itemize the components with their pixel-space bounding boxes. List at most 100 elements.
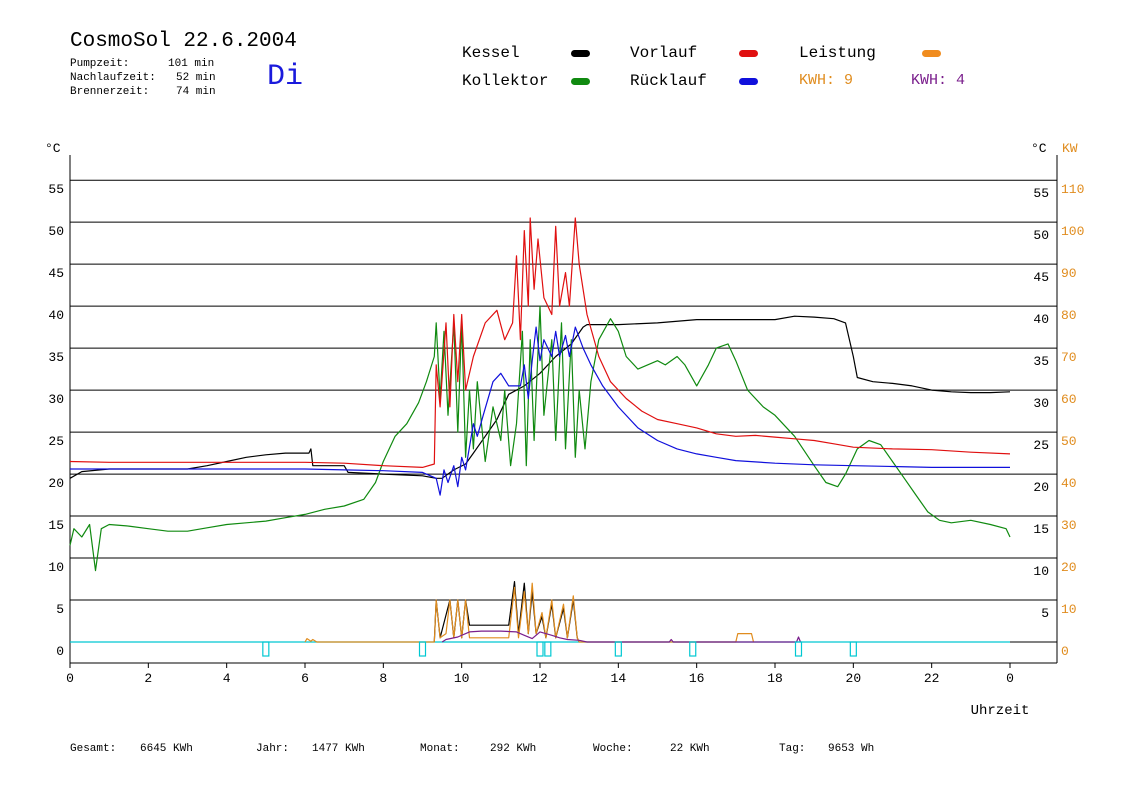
y-power-tick-label: 70 bbox=[1061, 350, 1077, 365]
y-power-tick-label: 90 bbox=[1061, 266, 1077, 281]
x-tick-label: 2 bbox=[144, 671, 152, 686]
kwh-solar-value: KWH: 9 bbox=[799, 72, 854, 89]
y-left-tick-label: 55 bbox=[48, 182, 64, 197]
x-tick-label: 20 bbox=[846, 671, 862, 686]
y-right-tick-label: 5 bbox=[1041, 606, 1049, 621]
y-right-tick-label: 55 bbox=[1033, 186, 1049, 201]
legend-ruecklauf-swatch bbox=[739, 78, 758, 85]
y-right-tick-label: 35 bbox=[1033, 354, 1049, 369]
pump-marker bbox=[544, 641, 552, 657]
y-right-tick-label: 20 bbox=[1033, 480, 1049, 495]
total-energy-label: Gesamt: bbox=[70, 743, 117, 755]
x-tick-label: 16 bbox=[689, 671, 705, 686]
pump-time-label: Pumpzeit: bbox=[70, 58, 130, 70]
total-energy-value: 6645 KWh bbox=[140, 743, 193, 755]
legend-leistung-label: Leistung bbox=[799, 44, 876, 62]
y-power-tick-label: 30 bbox=[1061, 518, 1077, 533]
pump-time-value: 101 min bbox=[168, 58, 215, 70]
y-left-tick-label: 15 bbox=[48, 518, 64, 533]
y-power-tick-label: 50 bbox=[1061, 434, 1077, 449]
month-energy-value: 292 KWh bbox=[490, 743, 537, 755]
pump-marker bbox=[689, 641, 697, 657]
week-energy-value: 22 KWh bbox=[670, 743, 710, 755]
y-left-tick-label: 50 bbox=[48, 224, 64, 239]
y-right-tick-label: 30 bbox=[1033, 396, 1049, 411]
legend-leistung-swatch bbox=[922, 50, 941, 57]
pump-marker bbox=[262, 641, 270, 657]
series-leistung-kollektor-line bbox=[441, 630, 802, 643]
series-kessel-line bbox=[69, 315, 1011, 479]
y-left-tick-label: 40 bbox=[48, 308, 64, 323]
y-power-tick-label: 20 bbox=[1061, 560, 1077, 575]
x-tick-label: 18 bbox=[767, 671, 783, 686]
legend-vorlauf-label: Vorlauf bbox=[630, 44, 698, 62]
burner-time-label: Brennerzeit: bbox=[70, 86, 150, 98]
x-tick-label: 0 bbox=[66, 671, 74, 686]
y-right-tick-label: 15 bbox=[1033, 522, 1049, 537]
x-tick-label: 12 bbox=[532, 671, 548, 686]
x-tick-label: 0 bbox=[1006, 671, 1014, 686]
x-tick-label: 14 bbox=[611, 671, 627, 686]
y-power-tick-label: 100 bbox=[1061, 224, 1084, 239]
y-power-tick-label: 0 bbox=[1061, 644, 1069, 659]
legend-ruecklauf-label: Rücklauf bbox=[630, 72, 707, 90]
legend-kessel-swatch bbox=[571, 50, 590, 57]
series-leistung-line bbox=[304, 582, 755, 643]
chart-title: CosmoSol 22.6.2004 bbox=[70, 30, 297, 53]
y-right-tick-label: 25 bbox=[1033, 438, 1049, 453]
chart-series bbox=[69, 217, 1011, 657]
afterrun-time-label: Nachlaufzeit: bbox=[70, 72, 156, 84]
y-left-tick-label: 10 bbox=[48, 560, 64, 575]
chart-axes bbox=[69, 155, 1058, 668]
pump-marker bbox=[849, 641, 857, 657]
y-left-tick-label: 35 bbox=[48, 350, 64, 365]
y-right-tick-label: 40 bbox=[1033, 312, 1049, 327]
y-power-tick-label: 10 bbox=[1061, 602, 1077, 617]
legend-kollektor-swatch bbox=[571, 78, 590, 85]
x-tick-label: 22 bbox=[924, 671, 940, 686]
x-tick-label: 6 bbox=[301, 671, 309, 686]
y-left-tick-label: 0 bbox=[56, 644, 64, 659]
y-right-tick-label: 10 bbox=[1033, 564, 1049, 579]
series-r-cklauf-line bbox=[70, 326, 1010, 496]
day-energy-value: 9653 Wh bbox=[828, 743, 875, 755]
legend-kessel-label: Kessel bbox=[462, 44, 520, 62]
y-power-tick-label: 60 bbox=[1061, 392, 1077, 407]
y-right-tick-label: 50 bbox=[1033, 228, 1049, 243]
afterrun-time-value: 52 min bbox=[176, 72, 216, 84]
y-left-tick-label: 45 bbox=[48, 266, 64, 281]
legend-vorlauf-swatch bbox=[739, 50, 758, 57]
x-tick-label: 8 bbox=[379, 671, 387, 686]
x-axis-title: Uhrzeit bbox=[971, 703, 1030, 719]
pump-marker bbox=[418, 641, 427, 657]
y-power-tick-label: 40 bbox=[1061, 476, 1077, 491]
y-right-tick-label: 45 bbox=[1033, 270, 1049, 285]
weekday-label: Di bbox=[267, 60, 304, 94]
pump-marker bbox=[614, 641, 622, 657]
y-left-tick-label: 30 bbox=[48, 392, 64, 407]
x-tick-label: 4 bbox=[223, 671, 231, 686]
y-left-tick-label: 5 bbox=[56, 602, 64, 617]
chart-labels: 0 2 4 6 8 10 12 14 16 18 20 22 0 Uhrzeit 0 5 10 15 20 25 30 3… bbox=[45, 141, 1084, 719]
month-energy-label: Monat: bbox=[420, 743, 460, 755]
series-kollektor-line bbox=[69, 305, 1011, 572]
pump-marker bbox=[794, 641, 803, 657]
y-left-unit: °C bbox=[45, 141, 61, 156]
y-power-unit: KW bbox=[1062, 141, 1078, 156]
x-tick-label: 10 bbox=[454, 671, 470, 686]
week-energy-label: Woche: bbox=[593, 743, 633, 755]
year-energy-label: Jahr: bbox=[256, 743, 290, 755]
pump-marker bbox=[536, 641, 544, 657]
y-right-unit: °C bbox=[1031, 141, 1047, 156]
y-left-tick-label: 20 bbox=[48, 476, 64, 491]
y-power-tick-label: 80 bbox=[1061, 308, 1077, 323]
series-vorlauf-line bbox=[69, 217, 1011, 468]
y-left-tick-label: 25 bbox=[48, 434, 64, 449]
legend-kollektor-label: Kollektor bbox=[462, 72, 549, 90]
y-power-tick-label: 110 bbox=[1061, 182, 1084, 197]
burner-time-value: 74 min bbox=[176, 86, 216, 98]
year-energy-value: 1477 KWh bbox=[312, 743, 365, 755]
day-energy-label: Tag: bbox=[779, 743, 806, 755]
kwh-burner-value: KWH: 4 bbox=[911, 72, 966, 89]
